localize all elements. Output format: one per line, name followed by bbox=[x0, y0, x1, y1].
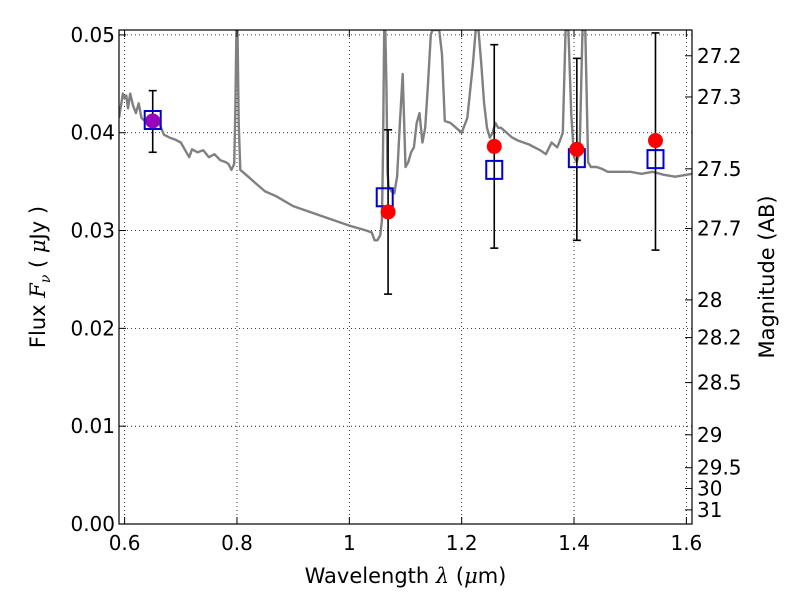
observed-flux-point bbox=[486, 138, 502, 154]
model-spectrum-line bbox=[119, 30, 692, 242]
plot-frame bbox=[118, 29, 693, 525]
observed-flux-point bbox=[569, 141, 585, 157]
y-tick-label: 0.02 bbox=[70, 316, 115, 340]
model-flux-square bbox=[485, 159, 504, 180]
y2-tick-label: 28 bbox=[697, 288, 722, 312]
observed-flux-point bbox=[647, 133, 663, 149]
y2-tick-label: 29 bbox=[697, 423, 722, 447]
y-tick-label: 0.00 bbox=[70, 512, 115, 536]
y-tick-label: 0.05 bbox=[70, 23, 115, 47]
model-flux-square bbox=[646, 149, 665, 170]
y-axis-label: Flux Fν ( μJy ) bbox=[26, 206, 54, 348]
y2-tick-label: 31 bbox=[697, 498, 722, 522]
model-flux-square bbox=[143, 109, 162, 130]
y2-tick-label: 27.3 bbox=[697, 85, 742, 109]
observed-flux-point bbox=[380, 204, 396, 220]
plot-area bbox=[119, 30, 692, 242]
x-tick-label: 0.6 bbox=[109, 531, 141, 555]
observed-flux-point bbox=[145, 113, 161, 129]
y2-tick-label: 29.5 bbox=[697, 456, 742, 480]
x-axis-label: Wavelength λ (μm) bbox=[305, 564, 507, 588]
y-tick-label: 0.04 bbox=[70, 121, 115, 145]
y2-tick-label: 28.5 bbox=[697, 371, 742, 395]
grid bbox=[119, 30, 692, 525]
y-tick-label: 0.01 bbox=[70, 414, 115, 438]
x-tick-label: 1.2 bbox=[446, 531, 478, 555]
y2-axis-label: Magnitude (AB) bbox=[755, 195, 779, 358]
axis-ticks: 0.6 0.8 1 1.2 1.4 1.6 0.00 0.01 0.02 0.03 0.04 0.05… bbox=[70, 23, 741, 555]
x-tick-label: 1.6 bbox=[670, 531, 702, 555]
y2-tick-label: 30 bbox=[697, 476, 722, 500]
y2-tick-label: 27.7 bbox=[697, 217, 742, 241]
y-tick-label: 0.03 bbox=[70, 219, 115, 243]
y2-tick-label: 28.2 bbox=[697, 326, 742, 350]
x-tick-label: 1 bbox=[343, 531, 356, 555]
x-tick-label: 0.8 bbox=[221, 531, 253, 555]
y2-tick-label: 27.2 bbox=[697, 44, 742, 68]
x-tick-label: 1.4 bbox=[558, 531, 590, 555]
y2-tick-label: 27.5 bbox=[697, 157, 742, 181]
